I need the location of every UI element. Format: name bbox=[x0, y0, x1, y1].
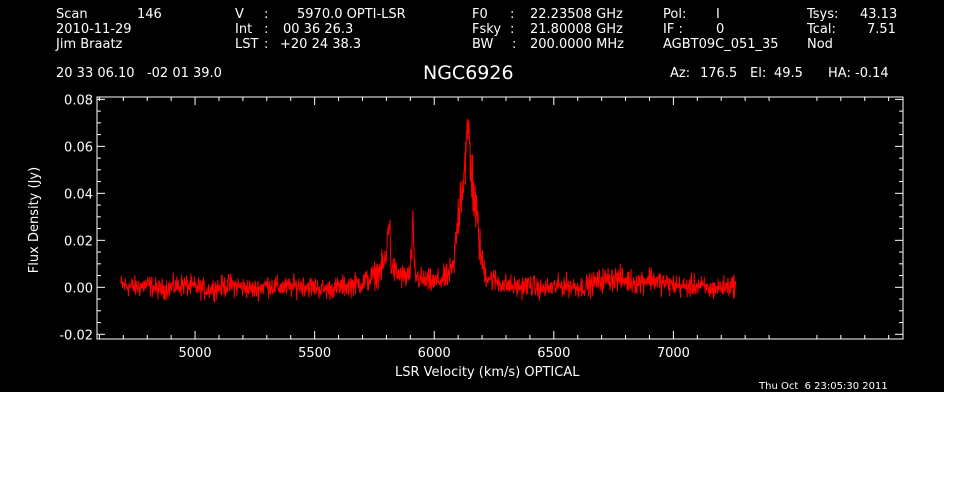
integration-label: Int bbox=[235, 22, 253, 37]
if-value: 0 bbox=[716, 22, 725, 37]
scan-label: Scan bbox=[56, 7, 88, 22]
tcal-label: Tcal: bbox=[807, 22, 836, 37]
fsky-label: Fsky bbox=[472, 22, 502, 37]
f0-label: F0 bbox=[472, 7, 488, 22]
azimuth-value: 176.5 bbox=[700, 66, 738, 81]
hour-angle-value: -0.14 bbox=[855, 66, 889, 81]
f0-sep: : bbox=[510, 7, 515, 22]
bandwidth-label: BW bbox=[472, 37, 494, 52]
series-group bbox=[120, 118, 736, 303]
x-tick-label: 5500 bbox=[298, 346, 331, 361]
lst-label: LST bbox=[235, 37, 259, 52]
x-tick-label: 5000 bbox=[179, 346, 212, 361]
plot-canvas: Scan 146 2010-11-29 Jim Braatz V : 5970.… bbox=[0, 0, 944, 392]
chart-title: NGC6926 bbox=[423, 62, 514, 84]
f0-value: 22.23508 GHz bbox=[530, 7, 623, 22]
project-id: AGBT09C_051_35 bbox=[663, 37, 779, 52]
y-tick-label: 0.08 bbox=[64, 93, 93, 108]
polarization-value: I bbox=[716, 7, 720, 22]
spectrum-series-line bbox=[120, 118, 736, 303]
y-tick-label: 0.04 bbox=[64, 187, 93, 202]
x-tick-label: 6500 bbox=[537, 346, 570, 361]
y-tick-label: 0.00 bbox=[64, 281, 93, 296]
y-tick-label: 0.06 bbox=[64, 140, 93, 155]
tsys-value: 43.13 bbox=[860, 7, 898, 22]
plot-timestamp: Thu Oct 6 23:05:30 2011 bbox=[759, 381, 888, 392]
azimuth-label: Az: bbox=[670, 66, 691, 81]
observer-name: Jim Braatz bbox=[56, 37, 123, 52]
plot-frame bbox=[96, 96, 904, 340]
axis-tick-labels: 5000 5500 6000 6500 7000 -0.02 0.00 0.02 0.04 0.0… bbox=[59, 93, 690, 361]
bandwidth-value: 200.0000 MHz bbox=[530, 37, 624, 52]
lst-sep: : bbox=[264, 37, 269, 52]
spectrum-chart: 5000 5500 6000 6500 7000 -0.02 0.00 0.02 0.04 0.0… bbox=[59, 93, 904, 361]
x-tick-label: 7000 bbox=[657, 346, 690, 361]
tsys-label: Tsys: bbox=[807, 7, 839, 22]
polarization-label: Pol: bbox=[663, 7, 687, 22]
x-tick-label: 6000 bbox=[418, 346, 451, 361]
elevation-value: 49.5 bbox=[774, 66, 803, 81]
velocity-value: 5970.0 OPTI-LSR bbox=[297, 7, 406, 22]
y-tick-label: -0.02 bbox=[59, 328, 93, 343]
velocity-label: V bbox=[235, 7, 244, 22]
scan-value: 146 bbox=[137, 7, 162, 22]
hour-angle-label: HA: bbox=[828, 66, 851, 81]
if-label: IF : bbox=[663, 22, 683, 37]
fsky-sep: : bbox=[510, 22, 515, 37]
procedure-name: Nod bbox=[807, 37, 833, 52]
source-coordinates: 20 33 06.10 -02 01 39.0 bbox=[56, 66, 222, 81]
lst-value: +20 24 38.3 bbox=[280, 37, 362, 52]
x-axis-label: LSR Velocity (km/s) OPTICAL bbox=[395, 365, 580, 380]
integration-value: 00 36 26.3 bbox=[283, 22, 354, 37]
elevation-label: El: bbox=[750, 66, 767, 81]
axis-ticks bbox=[97, 97, 903, 339]
integration-sep: : bbox=[264, 22, 269, 37]
tcal-value: 7.51 bbox=[867, 22, 896, 37]
velocity-sep: : bbox=[264, 7, 269, 22]
bandwidth-sep: : bbox=[512, 37, 517, 52]
y-tick-label: 0.02 bbox=[64, 234, 93, 249]
fsky-value: 21.80008 GHz bbox=[530, 22, 623, 37]
observation-date: 2010-11-29 bbox=[56, 22, 132, 37]
